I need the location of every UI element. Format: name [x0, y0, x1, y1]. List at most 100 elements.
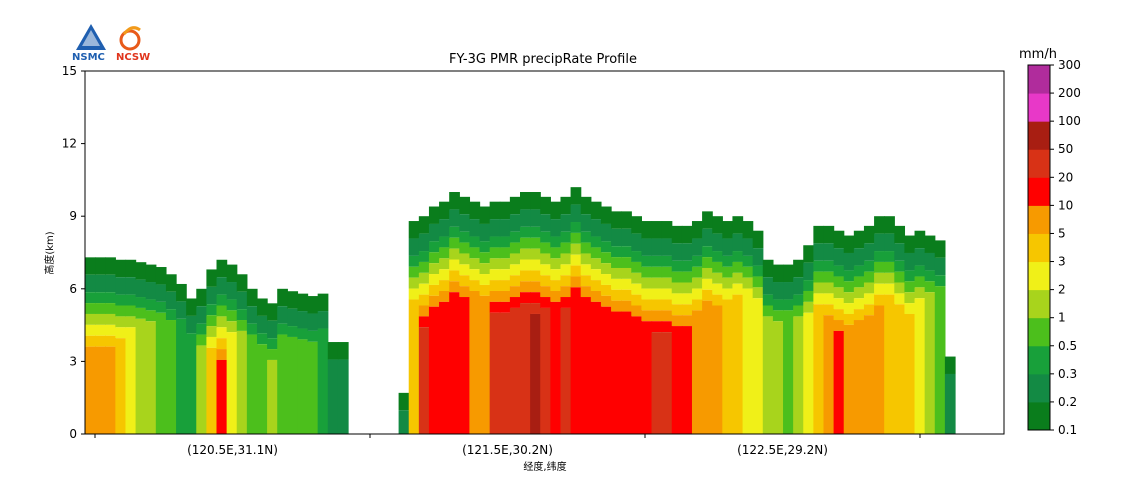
precip-cell	[853, 309, 865, 321]
precip-cell	[530, 192, 541, 210]
precip-cell	[691, 221, 703, 239]
precip-cell	[722, 255, 734, 267]
precip-cell	[611, 278, 622, 290]
precip-cell	[611, 311, 622, 434]
precip-cell	[813, 225, 825, 244]
precip-cell	[590, 258, 602, 270]
precip-cell	[489, 312, 501, 434]
precip-cell	[863, 293, 875, 305]
precip-cell	[408, 288, 420, 300]
precip-cell	[418, 261, 430, 273]
precip-cell	[611, 300, 622, 312]
precip-cell	[540, 214, 551, 232]
precip-cell	[944, 373, 956, 434]
precip-cell	[934, 257, 946, 276]
precip-cell	[307, 330, 319, 342]
precip-cell	[863, 304, 875, 316]
colorbar-unit: mm/h	[1019, 47, 1057, 62]
precip-cell	[540, 242, 551, 254]
precip-cell	[307, 296, 319, 314]
precip-cell	[580, 286, 592, 298]
precip-cell	[570, 187, 582, 205]
precip-cell	[681, 304, 693, 316]
precip-cell	[125, 259, 137, 278]
precip-cell	[914, 248, 926, 266]
precip-cell	[742, 266, 754, 278]
precip-cell	[590, 236, 602, 248]
precip-cell	[428, 252, 440, 264]
precip-cell	[681, 271, 693, 283]
colorbar-label: 0.3	[1058, 367, 1077, 381]
precip-cell	[428, 223, 440, 242]
precip-cell	[439, 258, 450, 270]
precip-cell	[600, 263, 612, 275]
y-tick-label: 9	[69, 209, 77, 223]
precip-cell	[732, 233, 744, 252]
precip-cell	[681, 282, 693, 294]
colorbar-swatch	[1028, 345, 1050, 375]
precip-cell	[226, 321, 238, 333]
precip-cell	[671, 315, 683, 327]
precip-cell	[236, 274, 248, 292]
colorbar-swatch	[1028, 93, 1050, 122]
precip-cell	[277, 288, 288, 307]
precip-cell	[580, 297, 592, 434]
precip-cell	[408, 266, 420, 278]
precip-cell	[874, 261, 885, 273]
precip-cell	[924, 292, 936, 434]
precip-cell	[722, 221, 734, 239]
precip-cell	[550, 247, 562, 259]
precip-cell	[884, 251, 895, 262]
precip-cell	[520, 292, 531, 304]
precip-cell	[236, 330, 248, 434]
precip-cell	[459, 231, 471, 243]
precip-cell	[408, 277, 420, 289]
precip-cell	[762, 294, 774, 306]
precip-cell	[621, 311, 632, 434]
precip-cell	[105, 324, 116, 336]
precip-cell	[621, 300, 632, 312]
precip-cell	[651, 332, 663, 434]
precip-cell	[681, 243, 693, 261]
precip-cell	[206, 315, 218, 327]
precip-cell	[509, 231, 521, 243]
colorbar-swatch	[1028, 65, 1050, 94]
precip-cell	[671, 304, 683, 316]
precip-cell	[560, 242, 572, 254]
colorbar-swatch	[1028, 149, 1050, 178]
precip-cell	[95, 303, 106, 314]
precip-cell	[600, 295, 612, 307]
precip-cell	[702, 211, 713, 229]
precip-cell	[914, 276, 926, 288]
precip-cell	[722, 299, 734, 434]
precip-cell	[914, 230, 926, 249]
precip-cell	[95, 274, 106, 293]
y-axis-label: 高度(km)	[43, 231, 56, 274]
precip-cell	[874, 305, 885, 434]
precip-cell	[560, 231, 572, 243]
precip-cell	[125, 316, 137, 328]
precip-cell	[550, 236, 562, 248]
precip-cell	[884, 294, 895, 434]
precip-cell	[611, 257, 622, 268]
precip-cell	[752, 298, 764, 434]
precip-cell	[651, 299, 663, 311]
precip-cell	[611, 267, 622, 279]
precip-cell	[550, 269, 562, 281]
precip-cell	[722, 238, 734, 256]
precip-cell	[317, 311, 329, 329]
precip-cell	[439, 280, 450, 291]
precip-cell	[580, 196, 592, 215]
precip-cell	[428, 306, 440, 434]
ncsw-logo: NCSW	[116, 26, 150, 63]
precip-cell	[206, 336, 218, 348]
precip-cell	[297, 328, 309, 340]
precip-cell	[479, 284, 491, 296]
precip-cell	[863, 260, 875, 272]
precip-cell	[732, 216, 744, 234]
precip-cell	[479, 274, 491, 285]
precip-cell	[611, 228, 622, 247]
precip-cell	[155, 284, 167, 302]
precip-cell	[803, 290, 814, 302]
precip-cell	[489, 269, 501, 281]
